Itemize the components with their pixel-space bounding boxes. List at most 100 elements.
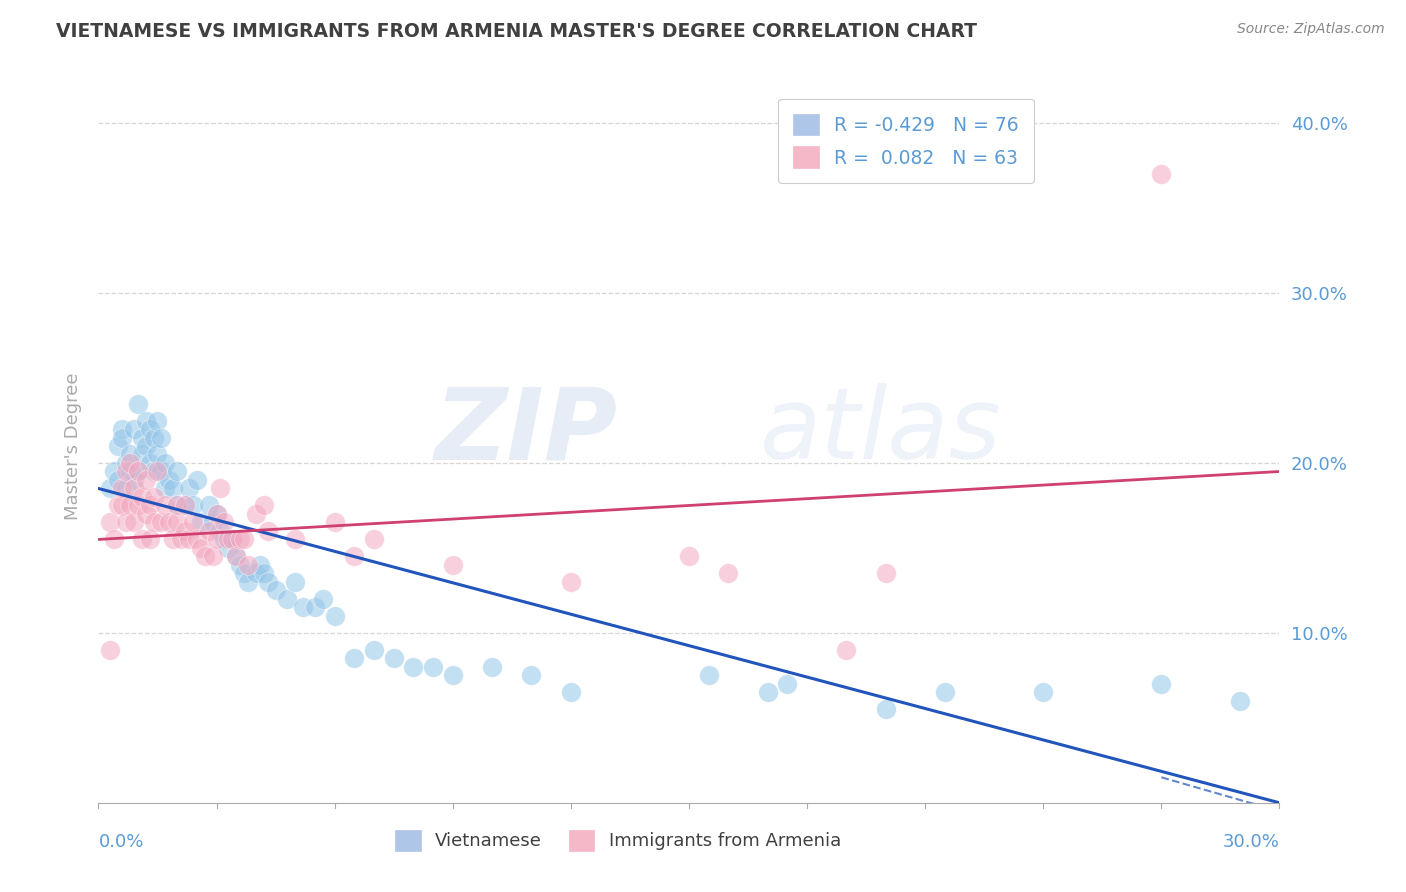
Point (131, 533, 153, 547)
Point (209, 482, 232, 496)
Point (194, 549, 217, 564)
Point (150, 430, 173, 444)
Text: Source: ZipAtlas.com: Source: ZipAtlas.com (1237, 22, 1385, 37)
Point (174, 499, 197, 513)
Point (166, 516, 188, 530)
Point (875, 702, 897, 716)
Point (103, 465, 125, 479)
Point (174, 499, 197, 513)
Point (131, 430, 153, 444)
Point (1150, 677, 1173, 691)
Point (343, 651, 366, 665)
Point (103, 533, 125, 547)
Point (174, 524, 197, 538)
Point (205, 507, 228, 521)
Point (107, 499, 129, 513)
Point (201, 549, 224, 564)
Point (776, 677, 799, 691)
Point (142, 430, 165, 444)
Point (221, 533, 243, 547)
Point (181, 516, 204, 530)
Point (115, 456, 138, 470)
Point (146, 448, 169, 462)
Point (127, 465, 149, 479)
Point (245, 507, 267, 521)
Point (209, 524, 232, 538)
Point (138, 533, 160, 547)
Point (127, 499, 149, 513)
Point (186, 473, 208, 487)
Point (875, 566, 897, 581)
Point (131, 448, 153, 462)
Point (292, 600, 315, 615)
Point (253, 566, 276, 581)
Point (205, 533, 228, 547)
Point (197, 524, 219, 538)
Point (138, 456, 160, 470)
Point (138, 422, 160, 436)
Point (382, 651, 405, 665)
Point (481, 660, 503, 674)
Point (118, 448, 141, 462)
Point (111, 482, 134, 496)
Point (98, 643, 121, 657)
Point (214, 516, 236, 530)
Point (245, 566, 267, 581)
Point (225, 549, 247, 564)
Point (146, 465, 169, 479)
Point (236, 574, 259, 589)
Point (214, 533, 236, 547)
Point (1150, 167, 1173, 181)
Point (363, 533, 385, 547)
Point (363, 643, 385, 657)
Point (697, 668, 720, 682)
Point (146, 413, 169, 427)
Point (155, 456, 177, 470)
Point (122, 473, 145, 487)
Point (118, 465, 141, 479)
Point (115, 465, 138, 479)
Text: 0.0%: 0.0% (98, 833, 143, 851)
Point (422, 660, 444, 674)
Point (323, 516, 346, 530)
Point (402, 660, 425, 674)
Point (122, 516, 145, 530)
Point (256, 574, 278, 589)
Point (229, 558, 252, 572)
Point (678, 549, 700, 564)
Point (107, 439, 129, 453)
Point (122, 482, 145, 496)
Point (197, 499, 219, 513)
Point (343, 549, 366, 564)
Point (520, 668, 543, 682)
Point (127, 465, 149, 479)
Point (177, 482, 200, 496)
Point (205, 507, 228, 521)
Text: atlas: atlas (759, 384, 1001, 480)
Point (233, 566, 256, 581)
Point (217, 541, 239, 555)
Point (111, 499, 134, 513)
Point (284, 533, 307, 547)
Point (115, 516, 138, 530)
Point (560, 685, 582, 699)
Point (249, 558, 271, 572)
Point (201, 516, 224, 530)
Point (138, 499, 160, 513)
Point (122, 422, 145, 436)
Point (150, 516, 173, 530)
Point (162, 482, 184, 496)
Text: ZIP: ZIP (434, 384, 619, 480)
Point (264, 583, 287, 598)
Point (162, 533, 184, 547)
Point (166, 499, 188, 513)
Y-axis label: Master's Degree: Master's Degree (63, 372, 82, 520)
Point (181, 499, 204, 513)
Point (312, 591, 335, 606)
Point (560, 574, 582, 589)
Point (177, 533, 200, 547)
Point (107, 473, 129, 487)
Point (98, 516, 121, 530)
Point (217, 533, 239, 547)
Point (142, 516, 165, 530)
